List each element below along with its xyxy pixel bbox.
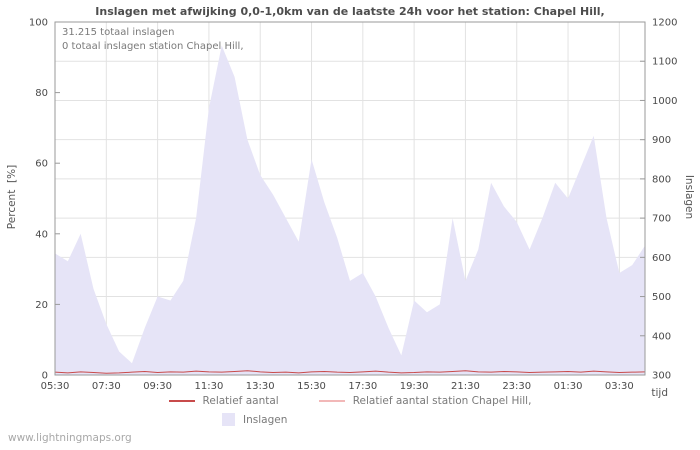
svg-text:400: 400 <box>652 331 671 342</box>
svg-text:100: 100 <box>29 18 48 29</box>
svg-text:80: 80 <box>35 88 48 99</box>
svg-text:11:30: 11:30 <box>194 381 223 392</box>
svg-text:17:30: 17:30 <box>348 381 377 392</box>
total-strikes-annotation: 31.215 totaal inslagen <box>62 27 175 38</box>
svg-text:1100: 1100 <box>652 57 677 68</box>
svg-text:40: 40 <box>35 229 48 240</box>
relative-station-line-swatch <box>318 400 345 402</box>
svg-text:0: 0 <box>42 371 48 382</box>
legend-item-strikes: Inslagen <box>222 413 287 426</box>
legend-item-relative: Relatief aantal <box>168 395 279 407</box>
y-axis-label-inslagen: Inslagen <box>683 174 695 220</box>
legend-row-lines: Relatief aantal Relatief aantal station … <box>0 395 700 407</box>
legend-item-relative-station: Relatief aantal station Chapel Hill, <box>318 395 532 407</box>
watermark-link[interactable]: www.lightningmaps.org <box>8 432 132 444</box>
legend-label-relative-station: Relatief aantal station Chapel Hill, <box>352 395 532 407</box>
svg-text:03:30: 03:30 <box>605 381 634 392</box>
svg-text:1200: 1200 <box>652 18 677 29</box>
svg-text:21:30: 21:30 <box>451 381 480 392</box>
svg-text:20: 20 <box>35 300 48 311</box>
svg-text:900: 900 <box>652 135 671 146</box>
svg-text:1000: 1000 <box>652 96 677 107</box>
svg-text:700: 700 <box>652 214 671 225</box>
svg-text:23:30: 23:30 <box>502 381 531 392</box>
svg-text:09:30: 09:30 <box>143 381 172 392</box>
legend-label-relative: Relatief aantal <box>202 395 279 407</box>
svg-text:19:30: 19:30 <box>400 381 429 392</box>
chart-title: Inslagen met afwijking 0,0-1,0km van de … <box>95 5 605 18</box>
svg-text:60: 60 <box>35 159 48 170</box>
svg-text:07:30: 07:30 <box>92 381 121 392</box>
svg-text:300: 300 <box>652 371 671 382</box>
strikes-area-swatch <box>222 413 235 426</box>
svg-text:05:30: 05:30 <box>41 381 70 392</box>
relative-line-swatch <box>168 400 195 402</box>
x-axis-label-tijd: tijd <box>651 387 668 399</box>
svg-text:13:30: 13:30 <box>246 381 275 392</box>
station-total-annotation: 0 totaal inslagen station Chapel Hill, <box>62 41 244 52</box>
legend-label-strikes: Inslagen <box>243 413 288 426</box>
svg-text:15:30: 15:30 <box>297 381 326 392</box>
svg-text:800: 800 <box>652 174 671 185</box>
svg-text:500: 500 <box>652 292 671 303</box>
svg-text:600: 600 <box>652 253 671 264</box>
svg-text:01:30: 01:30 <box>554 381 583 392</box>
legend-row-area: Inslagen <box>222 413 287 426</box>
y-axis-label-percent: Percent [%] <box>6 164 18 230</box>
